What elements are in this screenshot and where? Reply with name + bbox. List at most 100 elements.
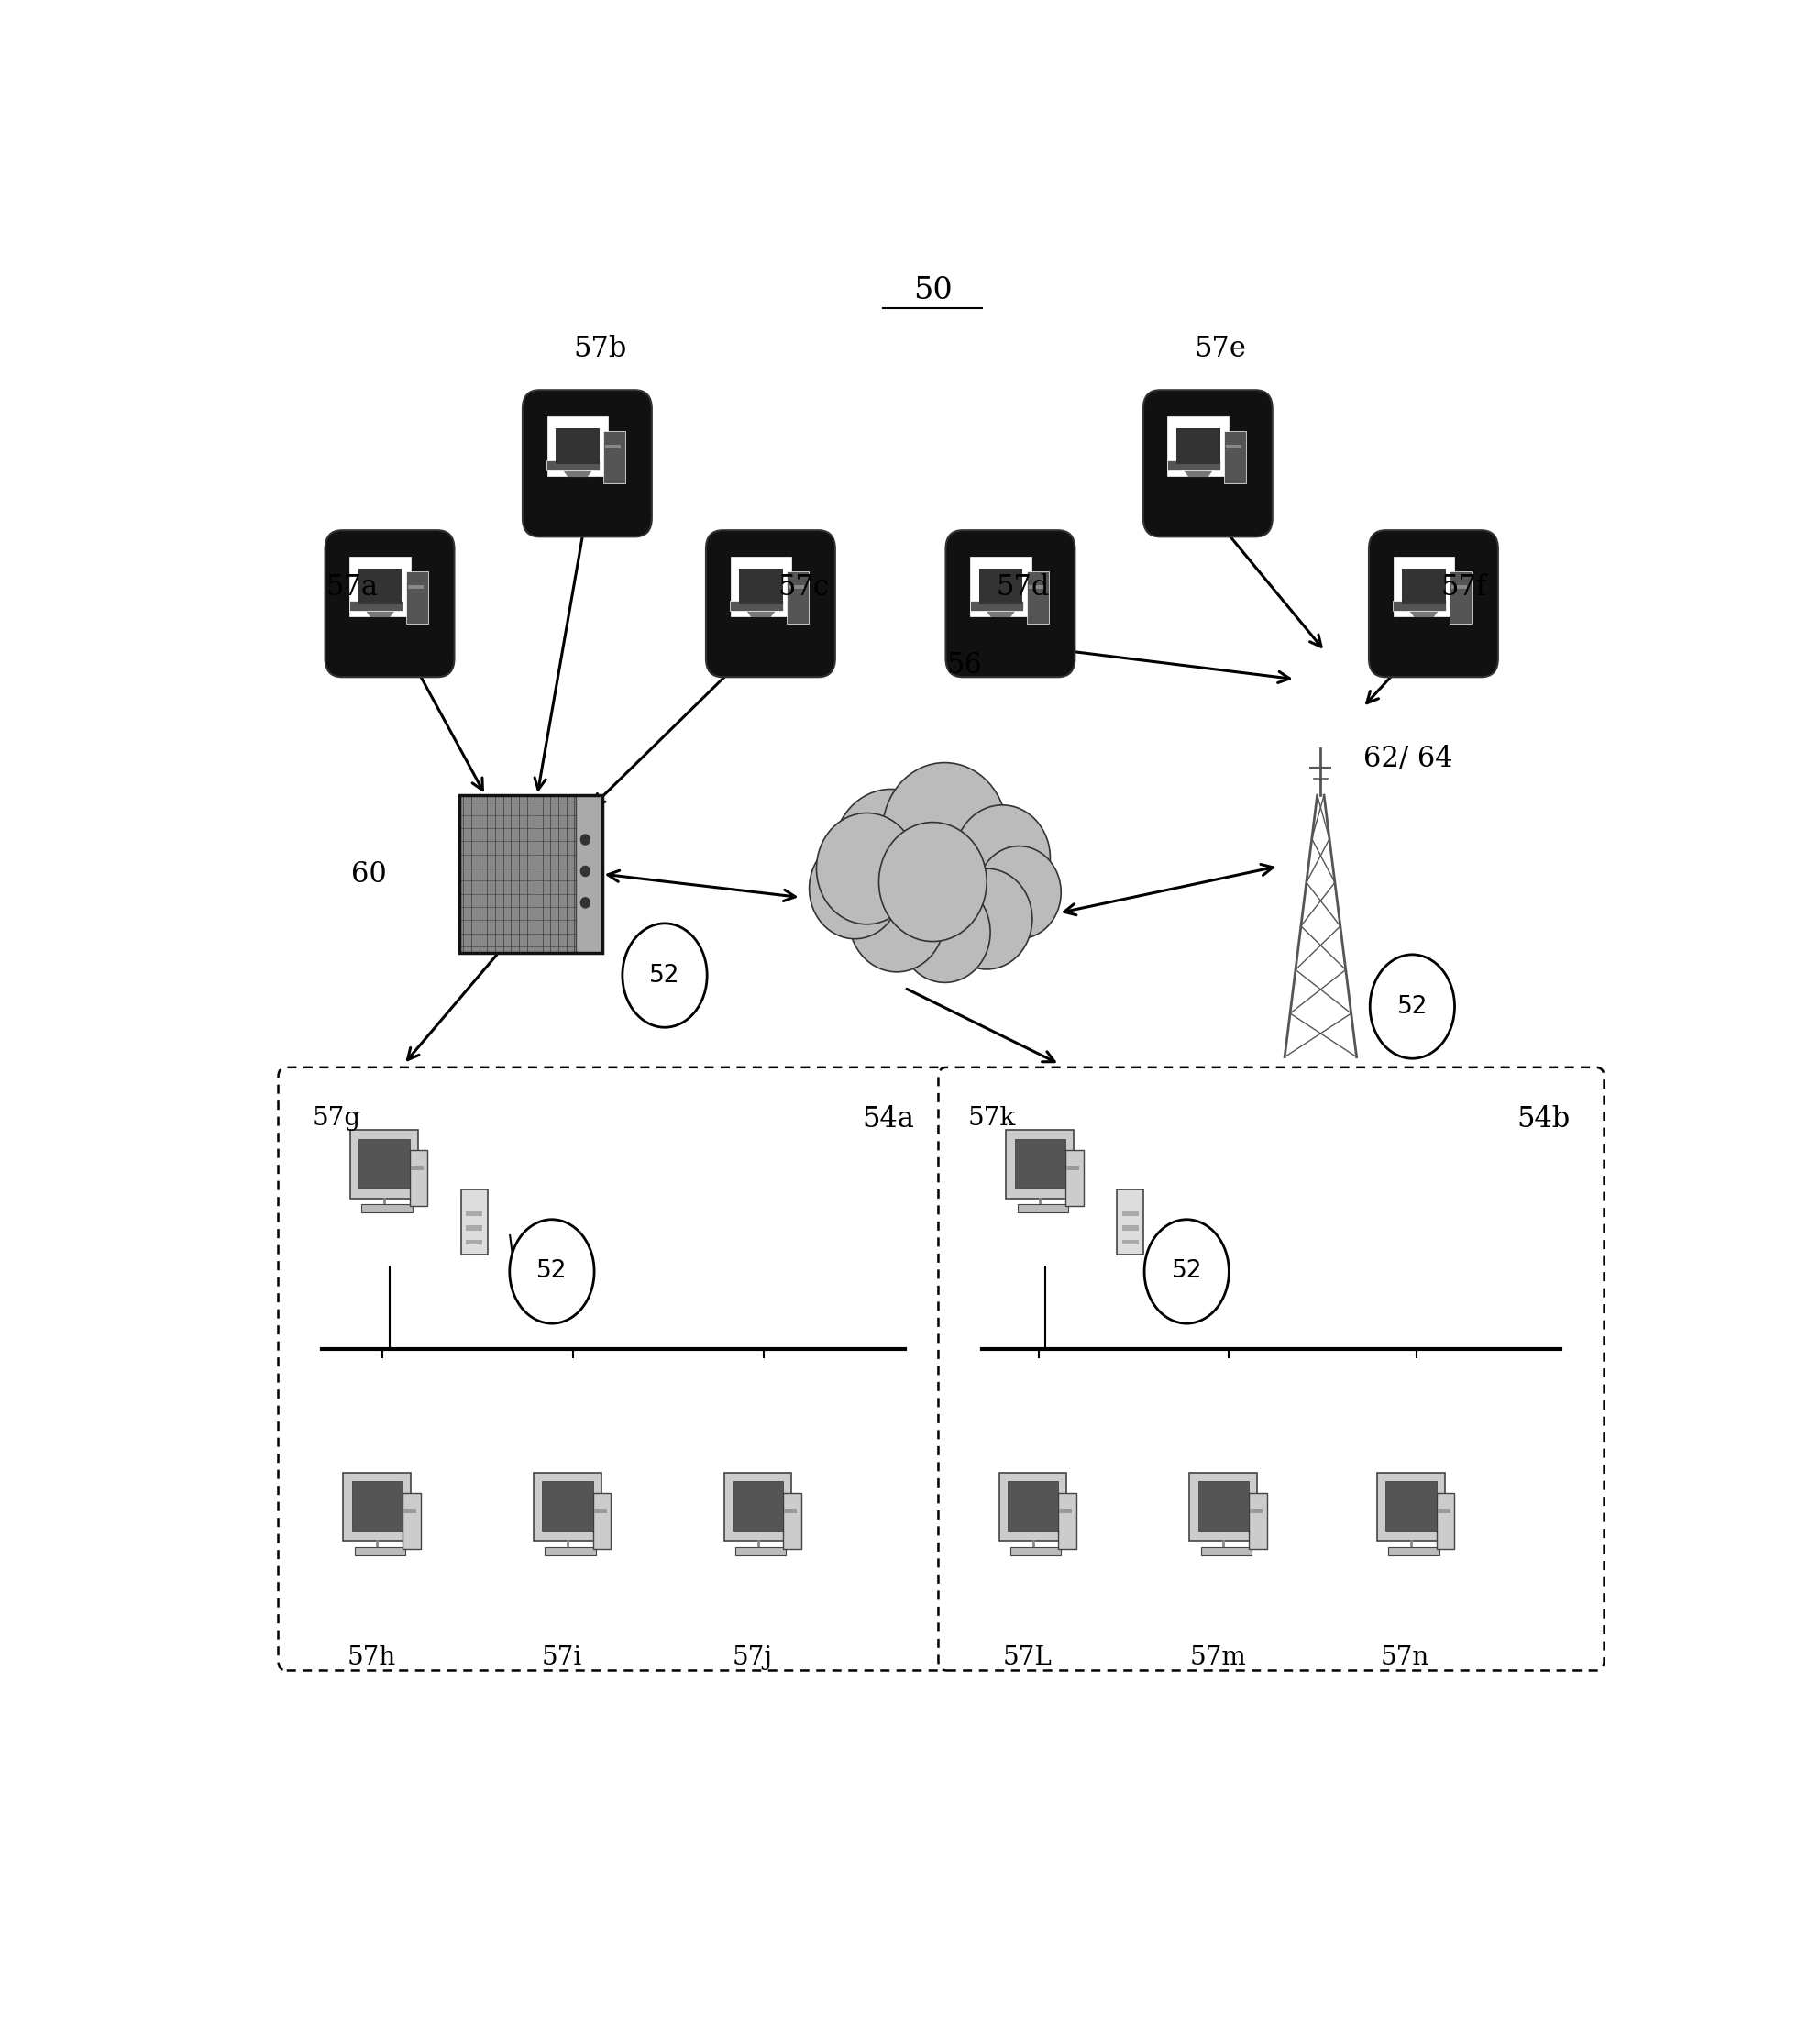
- Circle shape: [817, 814, 917, 925]
- Bar: [1167, 461, 1219, 470]
- FancyBboxPatch shape: [1143, 391, 1272, 536]
- Bar: [349, 601, 402, 611]
- Text: 52: 52: [650, 963, 681, 988]
- FancyBboxPatch shape: [278, 1067, 948, 1670]
- Bar: [577, 795, 602, 953]
- Text: 57k: 57k: [968, 1107, 1016, 1131]
- Text: 57j: 57j: [732, 1646, 772, 1670]
- Bar: [1223, 431, 1247, 484]
- Bar: [544, 1546, 595, 1554]
- Bar: [788, 585, 804, 589]
- Bar: [344, 1473, 411, 1540]
- Bar: [783, 1494, 801, 1548]
- Bar: [1250, 1508, 1263, 1514]
- Text: 52: 52: [1398, 994, 1427, 1018]
- FancyBboxPatch shape: [706, 530, 835, 678]
- Bar: [1065, 1150, 1083, 1206]
- Bar: [602, 431, 626, 484]
- Bar: [1057, 1494, 1076, 1548]
- Polygon shape: [746, 611, 775, 617]
- FancyBboxPatch shape: [326, 530, 455, 678]
- Text: 57b: 57b: [573, 334, 626, 362]
- Text: 54b: 54b: [1516, 1105, 1571, 1133]
- Bar: [1014, 1140, 1065, 1188]
- Bar: [411, 1166, 424, 1170]
- FancyBboxPatch shape: [730, 557, 792, 615]
- Ellipse shape: [1145, 1220, 1229, 1324]
- Text: 52: 52: [1172, 1259, 1201, 1283]
- Bar: [1028, 585, 1045, 589]
- FancyBboxPatch shape: [1168, 417, 1229, 476]
- FancyBboxPatch shape: [970, 557, 1032, 615]
- Text: 52: 52: [537, 1259, 568, 1283]
- Bar: [848, 830, 1017, 921]
- Text: 54a: 54a: [863, 1105, 914, 1133]
- Bar: [1190, 1473, 1258, 1540]
- Text: 57f: 57f: [1441, 573, 1487, 601]
- Text: 57g: 57g: [313, 1107, 360, 1131]
- Bar: [999, 1473, 1067, 1540]
- Circle shape: [879, 822, 986, 941]
- Bar: [533, 1473, 601, 1540]
- Bar: [349, 1129, 419, 1198]
- Bar: [1401, 569, 1445, 605]
- Bar: [546, 461, 599, 470]
- Ellipse shape: [622, 923, 708, 1028]
- Bar: [555, 429, 599, 463]
- Bar: [351, 1482, 402, 1530]
- Bar: [466, 1239, 482, 1245]
- Text: 57L: 57L: [1003, 1646, 1052, 1670]
- Circle shape: [810, 838, 901, 939]
- Text: 57n: 57n: [1381, 1646, 1431, 1670]
- Polygon shape: [986, 611, 1016, 617]
- Bar: [1017, 1204, 1068, 1212]
- Bar: [466, 1225, 482, 1231]
- FancyBboxPatch shape: [548, 417, 608, 476]
- Bar: [979, 569, 1023, 605]
- Bar: [1449, 571, 1472, 623]
- Bar: [1026, 571, 1048, 623]
- Circle shape: [954, 806, 1050, 911]
- Text: 50: 50: [914, 275, 952, 306]
- FancyBboxPatch shape: [522, 391, 652, 536]
- Bar: [786, 571, 808, 623]
- Polygon shape: [366, 611, 395, 617]
- Bar: [410, 1150, 428, 1206]
- Ellipse shape: [1370, 955, 1454, 1059]
- Bar: [1176, 429, 1219, 463]
- Ellipse shape: [510, 1220, 593, 1324]
- Bar: [359, 569, 402, 605]
- FancyBboxPatch shape: [1369, 530, 1498, 678]
- Bar: [459, 795, 602, 953]
- Circle shape: [581, 834, 590, 846]
- Bar: [362, 1204, 413, 1212]
- Bar: [735, 1546, 786, 1554]
- Bar: [355, 1546, 406, 1554]
- Circle shape: [941, 868, 1032, 969]
- Bar: [459, 795, 602, 953]
- Bar: [1436, 1494, 1454, 1548]
- Text: 57c: 57c: [777, 573, 828, 601]
- Text: 56: 56: [946, 652, 983, 680]
- Bar: [1067, 1166, 1079, 1170]
- Bar: [1059, 1508, 1072, 1514]
- Bar: [1201, 1546, 1252, 1554]
- Bar: [460, 1190, 488, 1255]
- Text: 57e: 57e: [1194, 334, 1247, 362]
- Bar: [408, 585, 424, 589]
- FancyBboxPatch shape: [1394, 557, 1454, 615]
- Bar: [466, 1210, 482, 1216]
- Bar: [1123, 1239, 1138, 1245]
- Polygon shape: [1410, 611, 1438, 617]
- Bar: [1008, 1482, 1057, 1530]
- FancyBboxPatch shape: [946, 530, 1076, 678]
- Text: 60: 60: [351, 860, 386, 889]
- FancyBboxPatch shape: [349, 557, 411, 615]
- Bar: [739, 569, 783, 605]
- Bar: [606, 445, 621, 449]
- Bar: [359, 1140, 410, 1188]
- Text: 62/ 64: 62/ 64: [1363, 745, 1452, 773]
- Bar: [1392, 601, 1445, 611]
- Bar: [784, 1508, 797, 1514]
- Bar: [1385, 1482, 1436, 1530]
